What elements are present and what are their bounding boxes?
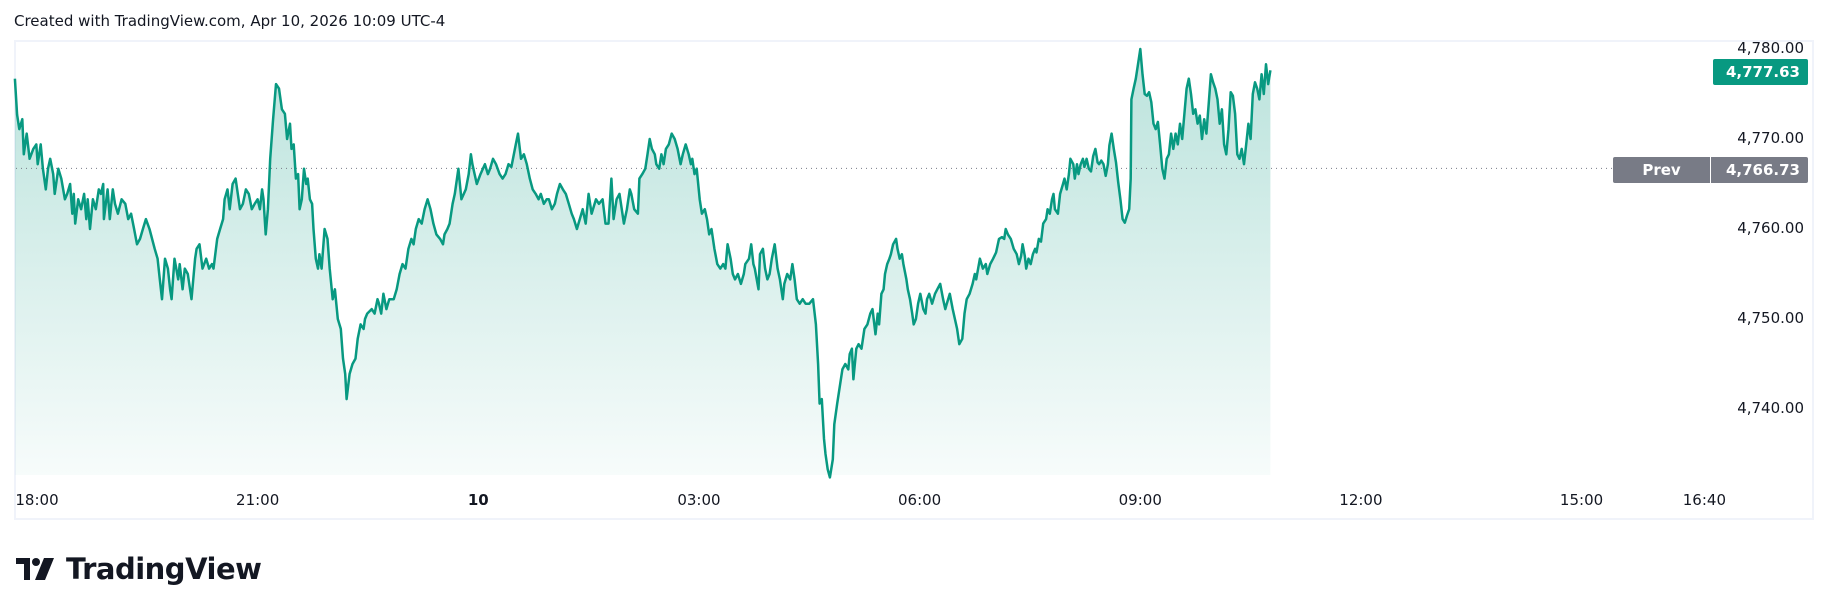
time-scale-label: 16:40 xyxy=(1682,491,1726,509)
time-scale-label: 03:00 xyxy=(677,491,721,509)
tradingview-logo[interactable]: TradingView xyxy=(16,552,262,586)
time-scale-label: 10 xyxy=(467,491,489,509)
time-scale-label: 09:00 xyxy=(1118,491,1162,509)
tradingview-logo-icon xyxy=(16,558,54,580)
price-scale-label: 4,740.00 xyxy=(1737,399,1804,417)
time-scale-label: 15:00 xyxy=(1559,491,1604,509)
price-scale-label: 4,770.00 xyxy=(1737,129,1804,147)
current-price-badge: 4,777.63 xyxy=(1713,59,1808,85)
time-scale-label: 06:00 xyxy=(897,491,942,509)
time-scale-label: 18:00 xyxy=(15,491,59,509)
price-line xyxy=(13,47,1272,479)
time-scale-label: 21:00 xyxy=(236,491,280,509)
price-scale-label: 4,780.00 xyxy=(1737,39,1804,57)
prev-close-label-badge: Prev close xyxy=(1613,157,1710,205)
price-area-fill xyxy=(14,49,1271,478)
time-scale-label: 12:00 xyxy=(1339,491,1383,509)
logo-text: TradingView xyxy=(66,552,262,586)
price-scale-label: 4,760.00 xyxy=(1737,219,1804,237)
created-with-header: Created with TradingView.com, Apr 10, 20… xyxy=(14,12,446,30)
prev-close-value-badge: 4,766.73 xyxy=(1711,157,1808,183)
price-scale-label: 4,750.00 xyxy=(1737,309,1804,327)
